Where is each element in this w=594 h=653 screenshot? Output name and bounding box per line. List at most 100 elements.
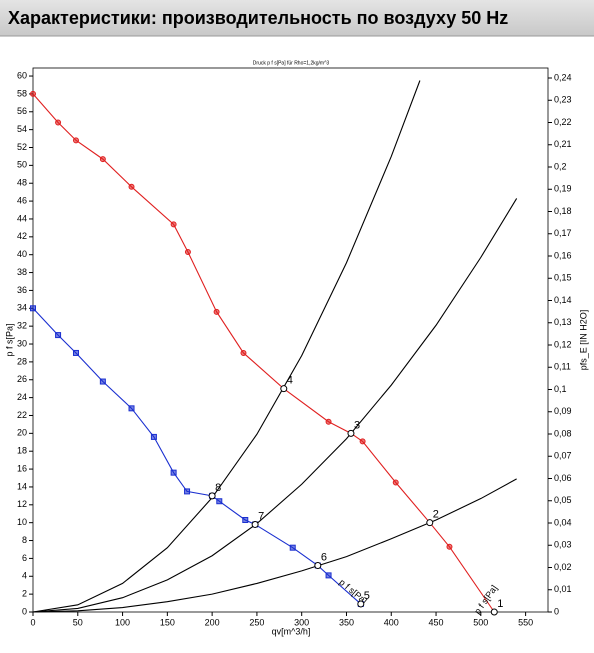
x-tick-label: 250	[249, 617, 264, 627]
x-tick-label: 450	[429, 617, 444, 627]
operating-point	[347, 429, 355, 437]
operating-point-label: 2	[433, 509, 439, 521]
y-tick-label: 24	[17, 392, 27, 402]
y-tick-label: 28	[17, 356, 27, 366]
y-tick-label: 10	[17, 517, 27, 527]
operating-point	[251, 520, 259, 528]
series-line	[32, 198, 518, 613]
y2-tick-label: 0,23	[554, 95, 572, 105]
series-line	[32, 80, 421, 613]
data-point	[184, 488, 191, 495]
chart-title: Druck p f s[Pa] für Rho=1,2kg/m^3	[253, 60, 330, 66]
y2-tick-label: 0,01	[554, 584, 572, 594]
y2-tick-label: 0	[554, 606, 559, 616]
y-tick-label: 54	[17, 124, 27, 134]
x-tick-label: 50	[73, 617, 83, 627]
y-tick-label: 36	[17, 285, 27, 295]
x-tick-label: 150	[160, 617, 175, 627]
data-point	[216, 498, 223, 505]
y-tick-label: 14	[17, 481, 27, 491]
y-tick-label: 34	[17, 303, 27, 313]
data-point	[128, 183, 135, 190]
operating-point-label: 1	[497, 598, 503, 610]
y2-tick-label: 0,08	[554, 428, 572, 438]
y2-tick-label: 0,1	[554, 384, 567, 394]
y-tick-label: 16	[17, 463, 27, 473]
y-axis-label: p f s[Pa]	[4, 323, 14, 356]
operating-point-label: 6	[321, 551, 327, 563]
page-title: Характеристики: производительность по во…	[8, 8, 508, 28]
operating-point-label: 3	[354, 419, 360, 431]
data-point	[170, 221, 177, 228]
x-axis-label: qv[m^3/h]	[272, 626, 311, 636]
y2-tick-label: 0,07	[554, 451, 572, 461]
operating-point-label: 8	[215, 482, 221, 494]
y-tick-label: 58	[17, 88, 27, 98]
y2-tick-label: 0,22	[554, 117, 572, 127]
y2-tick-label: 0,14	[554, 295, 572, 305]
operating-point-label: 5	[364, 590, 370, 602]
y2-tick-label: 0,04	[554, 517, 572, 527]
data-point	[213, 308, 220, 315]
plot-frame	[32, 67, 549, 613]
y2-tick-label: 0,15	[554, 273, 572, 283]
x-tick-label: 400	[384, 617, 399, 627]
data-point	[30, 90, 36, 97]
data-point	[150, 433, 157, 440]
data-point	[325, 572, 332, 579]
data-point	[99, 378, 106, 385]
y-tick-label: 4	[22, 571, 27, 581]
y-tick-label: 48	[17, 178, 27, 188]
data-point	[128, 405, 135, 412]
series-line	[32, 478, 517, 613]
y2-tick-label: 0,17	[554, 228, 572, 238]
x-tick-label: 350	[339, 617, 354, 627]
y-tick-label: 44	[17, 213, 27, 223]
y2-tick-label: 0,19	[554, 184, 572, 194]
y-tick-label: 42	[17, 231, 27, 241]
data-point	[242, 516, 249, 523]
y-tick-label: 0	[22, 606, 27, 616]
y2-tick-label: 0,18	[554, 206, 572, 216]
data-point	[55, 119, 62, 126]
y-tick-label: 38	[17, 267, 27, 277]
y2-tick-label: 0,2	[554, 161, 567, 171]
data-point	[72, 349, 79, 356]
data-point	[55, 332, 62, 339]
y2-tick-label: 0,03	[554, 540, 572, 550]
x-tick-label: 500	[473, 617, 488, 627]
data-point	[184, 249, 191, 256]
operating-point	[314, 562, 322, 570]
data-point	[359, 438, 366, 445]
y-tick-label: 2	[22, 589, 27, 599]
data-point	[240, 349, 247, 356]
y2-axis-label: pfs_E [IN H2O]	[578, 310, 588, 371]
y-tick-label: 32	[17, 321, 27, 331]
operating-point	[490, 608, 498, 616]
y-tick-label: 12	[17, 499, 27, 509]
data-point	[446, 543, 453, 550]
y2-tick-label: 0,16	[554, 250, 572, 260]
y-tick-label: 18	[17, 446, 27, 456]
y-tick-label: 60	[17, 70, 27, 80]
y-tick-label: 52	[17, 142, 27, 152]
y-tick-label: 22	[17, 410, 27, 420]
y-tick-label: 40	[17, 249, 27, 259]
y2-tick-label: 0,09	[554, 406, 572, 416]
x-tick-label: 550	[518, 617, 533, 627]
data-point	[392, 479, 399, 486]
operating-point	[280, 385, 288, 393]
data-point	[99, 156, 106, 163]
data-point	[170, 469, 177, 476]
x-tick-label: 200	[205, 617, 220, 627]
header-bar	[0, 0, 594, 36]
y-tick-label: 8	[22, 535, 27, 545]
series-line	[32, 93, 495, 613]
operating-point	[426, 519, 434, 527]
y2-tick-label: 0,24	[554, 72, 572, 82]
operating-point-label: 7	[258, 510, 264, 522]
x-tick-label: 100	[115, 617, 130, 627]
y2-tick-label: 0,13	[554, 317, 572, 327]
y-tick-label: 30	[17, 338, 27, 348]
